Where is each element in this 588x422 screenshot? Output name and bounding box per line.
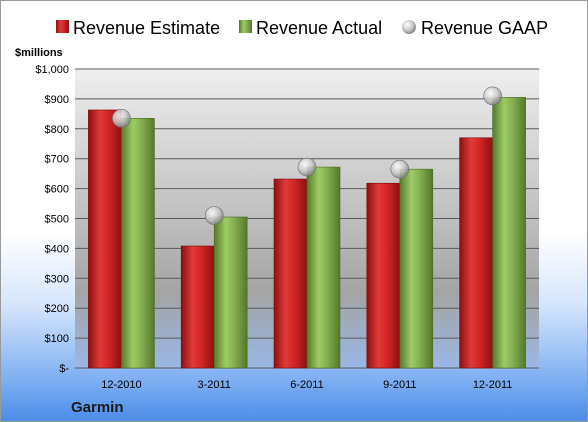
x-axis-ticks: 12-2010 3-2011 6-2011 9-2011 12-2011 [101,379,512,391]
y-axis-ticks: $- $100 $200 $300 $400 $500 $600 $700 $800 $900 $1… [35,64,69,375]
y-tick-label: $200 [45,303,69,315]
y-tick-label: $600 [45,184,69,196]
x-tick-label: 3-2011 [197,379,230,391]
y-tick-label: $300 [45,273,69,285]
gaap-markers [112,86,502,225]
y-tick-label: $900 [45,94,69,106]
bar-revenue-estimate [366,182,401,369]
legend-label-gaap: Revenue GAAP [421,18,548,38]
y-tick-label: $400 [45,243,69,255]
marker-revenue-gaap [297,157,317,177]
marker-revenue-gaap [112,109,131,128]
x-tick-label: 12-2010 [101,379,141,391]
bar-revenue-actual [492,97,526,369]
y-tick-label: $500 [45,214,69,226]
bar-revenue-actual [121,118,155,369]
marker-revenue-gaap [390,159,410,179]
legend-swatch-actual [239,20,252,33]
bar-revenue-actual [399,168,434,369]
bars [88,97,526,369]
marker-revenue-gaap [483,86,502,106]
y-tick-label: $1,000 [35,64,69,76]
x-tick-label: 9-2011 [383,379,416,391]
bar-revenue-actual [213,216,248,369]
bar-revenue-estimate [459,137,493,369]
y-tick-label: $100 [45,333,69,345]
y-tick-label: $800 [45,124,69,136]
marker-revenue-gaap [204,206,224,225]
bar-revenue-estimate [88,109,122,369]
y-axis-unit-label: $millions [15,47,63,59]
legend: Revenue Estimate Revenue Actual Revenue … [56,18,548,38]
bar-revenue-estimate [273,178,308,369]
legend-label-estimate: Revenue Estimate [73,18,220,38]
y-tick-label: $- [59,363,69,375]
company-name: Garmin [71,399,124,416]
bar-revenue-actual [306,166,341,369]
legend-swatch-gaap [402,20,416,34]
legend-label-actual: Revenue Actual [256,18,382,38]
x-tick-label: 12-2011 [473,379,513,391]
legend-swatch-estimate [56,20,69,33]
x-tick-label: 6-2011 [290,379,323,391]
bar-revenue-estimate [180,245,215,369]
y-tick-label: $700 [45,154,69,166]
